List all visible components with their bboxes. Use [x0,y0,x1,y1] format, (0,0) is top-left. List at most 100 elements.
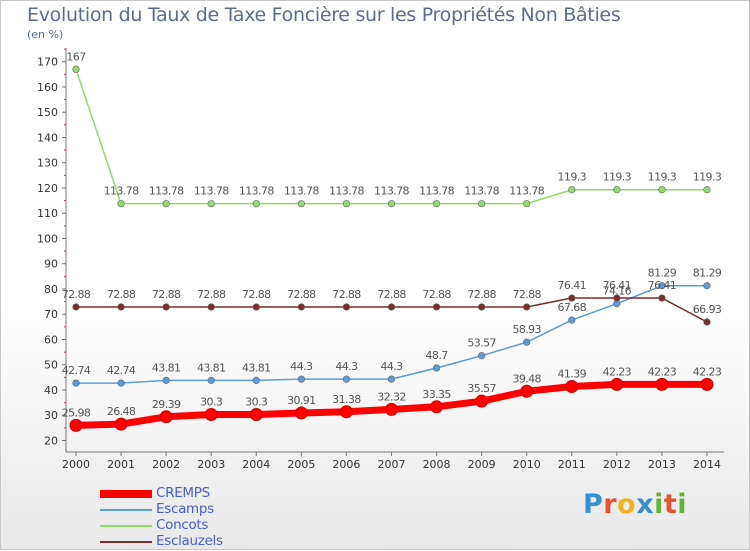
data-label-esclauzels: 72.88 [152,288,181,301]
data-label-escamps: 43.81 [152,361,181,374]
data-label-concots: 113.78 [464,185,499,198]
data-label-concots: 119.3 [693,171,722,184]
data-label-esclauzels: 72.88 [377,288,406,301]
y-tick-label: 70 [44,308,58,321]
legend-label-cremps: CREMPS [156,485,210,501]
data-label-concots: 119.3 [648,171,677,184]
legend-label-esclauzels: Esclauzels [156,533,223,549]
data-label-esclauzels: 72.88 [107,288,136,301]
data-label-esclauzels: 76.41 [558,279,587,292]
y-tick-label: 80 [44,283,58,296]
data-point-esclauzels [658,294,666,302]
data-label-cremps: 29.39 [152,398,181,411]
data-label-escamps: 43.81 [197,361,226,374]
data-label-escamps: 81.29 [693,267,722,280]
data-point-escamps [523,338,531,346]
y-tick-label: 130 [37,157,58,170]
logo-letter: i [654,489,664,520]
legend-label-concots: Concots [156,517,209,533]
data-point-escamps [117,379,125,387]
unit-label: (en %) [27,28,64,41]
y-tick-label: 40 [44,384,58,397]
data-label-esclauzels: 66.93 [693,303,722,316]
data-point-escamps [568,316,576,324]
data-label-esclauzels: 76.41 [648,279,677,292]
data-point-concots [207,200,215,208]
x-tick-label: 2005 [287,458,315,471]
y-tick-label: 60 [44,333,58,346]
logo-letter: o [617,489,637,520]
data-point-escamps [252,376,260,384]
y-tick-label: 140 [37,131,58,144]
data-point-cremps [339,405,353,419]
data-label-concots: 113.78 [419,185,454,198]
data-point-esclauzels [162,303,170,311]
data-point-concots [478,200,486,208]
data-label-esclauzels: 72.88 [467,288,496,301]
data-point-escamps [72,379,80,387]
data-point-esclauzels [432,303,441,311]
data-point-esclauzels [342,303,351,311]
data-point-esclauzels [523,303,531,311]
data-label-escamps: 81.29 [648,267,677,280]
data-label-cremps: 30.91 [287,394,316,407]
data-label-concots: 113.78 [239,185,274,198]
x-tick-label: 2012 [603,458,631,471]
data-label-cremps: 42.23 [603,365,632,378]
data-label-escamps: 53.57 [467,337,496,350]
proxiti-logo: Proxiti [583,489,687,520]
y-tick-label: 170 [37,56,58,69]
data-point-cremps [475,394,489,408]
data-point-esclauzels [252,303,260,311]
data-label-escamps: 42.74 [107,364,136,377]
data-label-cremps: 39.48 [512,372,541,385]
y-tick-label: 160 [37,81,58,94]
data-point-esclauzels [568,294,576,302]
data-label-concots: 113.78 [149,185,184,198]
data-label-esclauzels: 72.88 [422,288,451,301]
data-label-cremps: 31.38 [332,393,361,406]
data-point-cremps [294,406,308,420]
data-label-escamps: 43.81 [242,361,271,374]
data-label-concots: 113.78 [374,185,409,198]
x-tick-label: 2009 [468,458,496,471]
data-point-esclauzels [387,303,396,311]
y-tick-label: 110 [37,207,58,220]
legend-swatch-concots [100,525,152,527]
data-label-cremps: 26.48 [107,405,136,418]
y-tick-label: 20 [44,435,58,448]
data-label-esclauzels: 72.88 [287,288,316,301]
data-label-escamps: 67.68 [558,301,587,314]
x-tick-label: 2007 [378,458,406,471]
data-point-concots [613,186,621,194]
data-point-concots [523,200,531,208]
data-label-esclauzels: 72.88 [512,288,541,301]
data-point-concots [117,200,125,208]
data-point-cremps [655,377,669,391]
data-point-concots [568,186,576,194]
data-label-escamps: 58.93 [512,323,541,336]
data-point-escamps [207,376,215,384]
data-point-esclauzels [117,303,125,311]
data-label-escamps: 42.74 [62,364,91,377]
data-point-esclauzels [613,294,621,302]
data-point-esclauzels [207,303,215,311]
data-label-concots: 113.78 [194,185,229,198]
data-point-concots [162,200,170,208]
data-label-escamps: 74.16 [603,285,632,298]
data-point-cremps [520,384,534,398]
data-point-cremps [204,407,218,421]
legend-swatch-esclauzels [100,541,152,543]
logo-letter: r [603,489,618,520]
y-tick-label: 150 [37,106,58,119]
logo-letter: x [636,489,655,520]
data-point-cremps [565,379,579,393]
logo-letter: i [677,489,688,520]
data-label-concots: 119.3 [603,171,632,184]
data-point-escamps [432,364,441,372]
data-label-escamps: 48.7 [426,349,449,362]
data-point-concots [703,186,711,194]
data-point-cremps [114,417,128,431]
data-label-concots: 167 [66,50,86,63]
